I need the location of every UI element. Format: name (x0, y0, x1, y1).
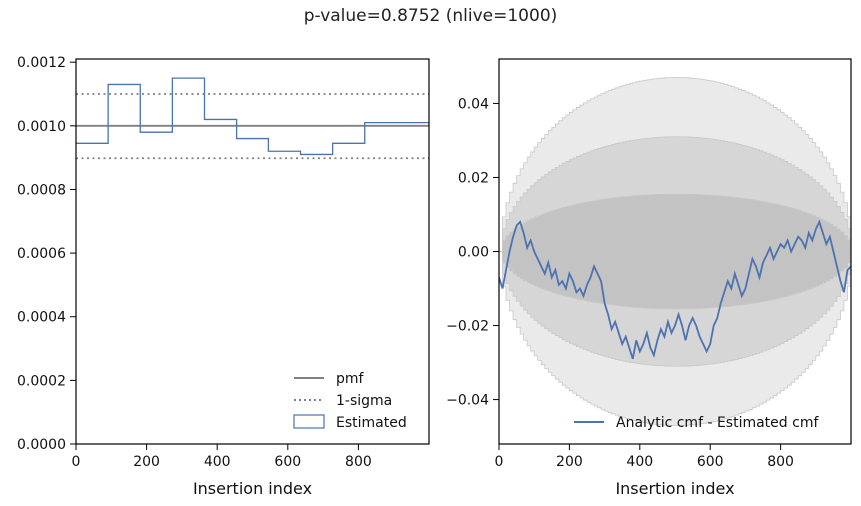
legend-label: Estimated (336, 415, 407, 431)
y-tick-label: 0.0008 (17, 182, 66, 198)
y-tick-label: −0.04 (446, 393, 489, 409)
y-tick-label: −0.02 (446, 319, 489, 335)
legend-label: 1-sigma (336, 393, 392, 409)
x-tick-label: 200 (133, 454, 160, 470)
axes-frame (75, 58, 430, 445)
x-tick-label: 0 (495, 454, 504, 470)
y-tick-label: 0.04 (458, 96, 489, 112)
x-tick-label: 400 (626, 454, 653, 470)
cmf-difference-line (499, 219, 851, 360)
x-tick-label: 200 (556, 454, 583, 470)
x-tick-label: 0 (72, 454, 81, 470)
x-tick-label: 800 (345, 454, 372, 470)
y-tick-label: 0.02 (458, 170, 489, 186)
x-tick-label: 800 (767, 454, 794, 470)
right-plot: 0 200 400 600 800 −0.04 −0.02 0.00 0.02 0.04 Inser… (446, 58, 852, 498)
y-tick-label: 0.0000 (17, 437, 66, 453)
plot-area (76, 77, 429, 160)
y-tick-label: 0.0012 (17, 55, 66, 71)
estimated-histogram (76, 77, 429, 156)
legend-label: pmf (336, 371, 365, 387)
y-tick-label: 0.00 (458, 245, 489, 261)
y-tick-label: 0.0002 (17, 373, 66, 389)
legend-label: Analytic cmf - Estimated cmf (616, 415, 819, 431)
x-tick-label: 600 (697, 454, 724, 470)
left-plot: 0 200 400 600 800 0.0000 0.0002 0.0004 0.0006 0.0… (17, 55, 430, 498)
x-axis-label: Insertion index (193, 479, 312, 498)
x-axis-label: Insertion index (615, 479, 734, 498)
legend-swatch (293, 414, 325, 429)
x-tick-label: 600 (274, 454, 301, 470)
plot-area (499, 77, 851, 426)
axes-frame (498, 58, 852, 445)
y-tick-label: 0.0004 (17, 310, 66, 326)
sigma-band-1 (499, 193, 851, 310)
y-tick-label: 0.0006 (17, 246, 66, 262)
figure-title: p-value=0.8752 (nlive=1000) (303, 6, 558, 26)
x-tick-label: 400 (204, 454, 231, 470)
y-tick-label: 0.0010 (17, 119, 66, 135)
